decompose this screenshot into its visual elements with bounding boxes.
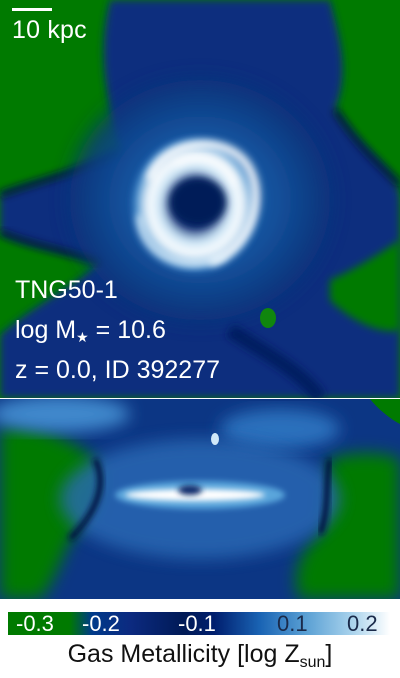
colorbar-label: Gas Metallicity [log Zsun] — [67, 640, 333, 671]
stellar-mass-label: log M★ = 10.6 — [15, 316, 166, 345]
edge-on-panel — [0, 399, 400, 599]
colorbar-tick: -0.3 — [16, 611, 54, 636]
colorbar-tick: 0.1 — [277, 611, 308, 636]
colorbar — [8, 612, 390, 635]
face-on-panel: 10 kpc TNG50-1 log M★ = 10.6 z = 0.0, ID… — [0, 0, 400, 398]
colorbar-tick: -0.2 — [82, 611, 120, 636]
face-on-map — [0, 0, 400, 398]
redshift-id-label: z = 0.0, ID 392277 — [15, 356, 221, 384]
scale-bar — [12, 8, 52, 11]
colorbar-tick: 0.2 — [347, 611, 378, 636]
simulation-label: TNG50-1 — [15, 276, 118, 304]
edge-on-map — [0, 399, 400, 599]
scale-bar-label: 10 kpc — [12, 16, 87, 44]
colorbar-tick: -0.1 — [178, 611, 216, 636]
